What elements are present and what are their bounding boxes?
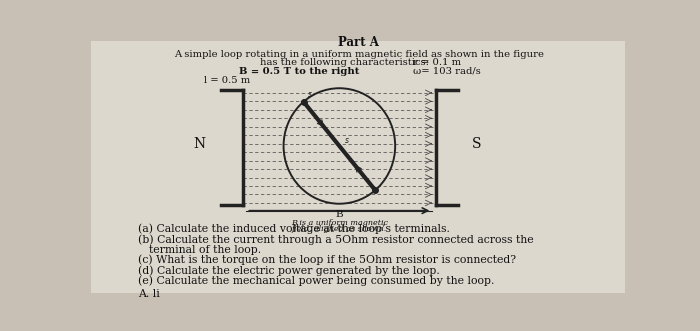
Text: Part A: Part A: [338, 36, 379, 49]
Text: field, aligned as shown.: field, aligned as shown.: [292, 225, 387, 233]
Text: ω= 103 rad/s: ω= 103 rad/s: [413, 67, 481, 75]
Text: (c) What is the torque on the loop if the 5Ohm resistor is connected?: (c) What is the torque on the loop if th…: [138, 255, 516, 265]
Text: B is a uniform magnetic: B is a uniform magnetic: [291, 218, 388, 226]
Text: N: N: [194, 136, 206, 151]
Text: l = 0.5 m: l = 0.5 m: [204, 76, 250, 85]
Text: $s$: $s$: [344, 136, 350, 145]
Text: (e) Calculate the mechanical power being consumed by the loop.: (e) Calculate the mechanical power being…: [138, 276, 494, 286]
Text: B: B: [335, 210, 343, 219]
Text: B = 0.5 T to the right: B = 0.5 T to the right: [239, 67, 359, 75]
Text: (d) Calculate the electric power generated by the loop.: (d) Calculate the electric power generat…: [138, 265, 440, 276]
Text: (a) Calculate the induced voltage at the loop’s terminals.: (a) Calculate the induced voltage at the…: [138, 224, 449, 234]
Text: has the following characteristics:: has the following characteristics:: [260, 58, 428, 67]
Text: (b) Calculate the current through a 5Ohm resistor connected across the: (b) Calculate the current through a 5Ohm…: [138, 234, 533, 245]
Text: A simple loop rotating in a uniform magnetic field as shown in the figure: A simple loop rotating in a uniform magn…: [174, 50, 544, 59]
Text: $s$: $s$: [307, 90, 312, 99]
Text: terminal of the loop.: terminal of the loop.: [148, 245, 261, 255]
Text: r = 0.1 m: r = 0.1 m: [413, 58, 461, 67]
Text: S: S: [472, 136, 482, 151]
Text: A. li: A. li: [138, 289, 160, 299]
